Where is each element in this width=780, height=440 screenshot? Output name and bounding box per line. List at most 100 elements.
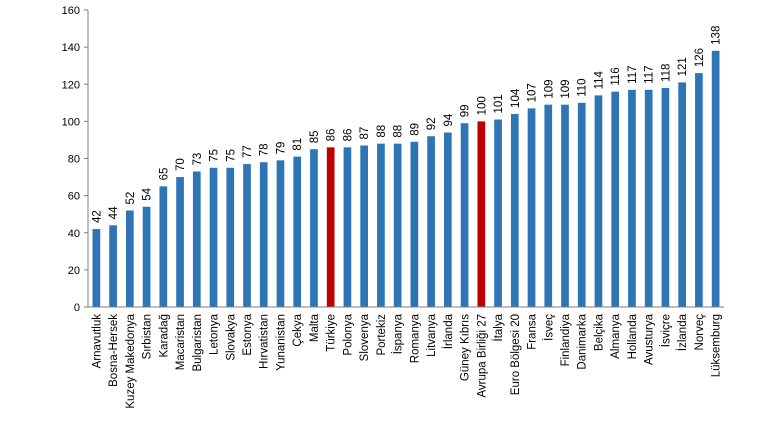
x-tick-label: Letonya xyxy=(209,313,221,355)
x-tick-label: Lüksemburg xyxy=(711,314,723,377)
bar xyxy=(326,147,335,307)
data-label: 88 xyxy=(376,125,388,138)
x-tick-label: Avusturya xyxy=(644,313,656,365)
x-tick-label: İrlanda xyxy=(442,313,455,349)
data-label: 99 xyxy=(460,104,472,117)
data-label: 118 xyxy=(660,64,672,82)
data-label: 77 xyxy=(242,145,254,158)
x-tick-label: Macaristan xyxy=(175,314,187,370)
bar xyxy=(494,119,502,308)
bar xyxy=(628,89,636,307)
bar xyxy=(577,102,586,307)
bar xyxy=(176,177,184,307)
x-tick-label: Belçika xyxy=(593,313,605,351)
x-tick-label: Fransa xyxy=(527,313,539,349)
x-tick-label: İsveç xyxy=(542,314,555,341)
bar xyxy=(443,132,452,307)
data-label: 85 xyxy=(309,130,321,143)
data-label: 107 xyxy=(527,83,539,102)
data-label: 100 xyxy=(476,96,488,115)
y-tick-label: 0 xyxy=(74,302,80,314)
x-tick-label: Hırvatistan xyxy=(259,314,271,369)
bar xyxy=(527,108,536,307)
bar xyxy=(343,147,352,307)
x-tick-label: Karadağ xyxy=(158,314,170,357)
x-tick-label: İzlanda xyxy=(676,313,689,351)
y-tick-label: 120 xyxy=(62,79,80,91)
bar xyxy=(477,121,486,308)
bar xyxy=(544,104,553,307)
data-label: 117 xyxy=(644,65,656,83)
bar xyxy=(243,164,251,307)
data-label: 110 xyxy=(577,78,589,96)
data-label: 88 xyxy=(393,125,405,138)
data-label: 138 xyxy=(711,26,723,45)
data-label: 94 xyxy=(443,113,455,126)
data-label: 65 xyxy=(158,168,170,181)
x-tick-label: Güney Kıbrıs xyxy=(460,314,472,381)
bar xyxy=(661,87,670,308)
data-label: 78 xyxy=(259,143,271,156)
y-tick-label: 60 xyxy=(68,191,80,203)
bar xyxy=(142,206,151,307)
x-tick-label: Almanya xyxy=(610,313,622,358)
bar xyxy=(695,73,703,307)
x-tick-label: Malta xyxy=(309,313,321,342)
bar xyxy=(644,89,653,307)
data-label: 92 xyxy=(426,117,438,130)
data-label: 87 xyxy=(359,127,371,140)
bar xyxy=(226,167,235,307)
x-tick-label: İspanya xyxy=(392,313,405,354)
y-tick-label: 100 xyxy=(62,116,80,128)
data-label: 70 xyxy=(175,158,187,171)
data-label: 114 xyxy=(593,70,605,89)
bar xyxy=(125,210,134,307)
bar xyxy=(427,136,435,307)
bar xyxy=(678,82,687,307)
data-label: 42 xyxy=(91,210,103,223)
x-tick-label: Hollanda xyxy=(627,313,639,359)
data-label: 109 xyxy=(560,79,572,98)
data-label: 117 xyxy=(627,65,639,83)
bar xyxy=(510,113,519,307)
bar xyxy=(711,50,720,308)
data-label: 121 xyxy=(677,57,689,76)
data-label: 126 xyxy=(694,48,706,67)
data-label: 116 xyxy=(610,67,622,85)
data-label: 81 xyxy=(292,138,304,151)
x-tick-label: Çekya xyxy=(292,313,304,346)
x-tick-label: Kuzey Makedonya xyxy=(125,313,137,408)
bar xyxy=(209,167,218,307)
bar xyxy=(377,143,385,307)
data-labels: 42 44 52 54 65 70 73 75 75 77 78 79 81 85 86 86 87 88 88 89… xyxy=(91,26,722,223)
x-tick-label: Romanya xyxy=(409,313,421,363)
bar xyxy=(259,162,268,307)
x-tick-label: İtalya xyxy=(492,313,505,341)
bar xyxy=(460,123,469,307)
y-tick-label: 160 xyxy=(62,5,80,17)
x-tick-label: Polonya xyxy=(342,313,354,355)
x-tick-label: Avrupa Birliği 27 xyxy=(476,314,488,398)
x-tick-label: Bosna-Hersek xyxy=(108,314,120,387)
bar xyxy=(561,104,569,307)
y-tick-label: 140 xyxy=(62,42,80,54)
x-tick-label: Türkiye xyxy=(326,314,338,352)
data-label: 104 xyxy=(510,88,522,108)
data-label: 73 xyxy=(192,153,204,166)
x-axis: Arnavutluk Bosna-Hersek Kuzey Makedonya Sır… xyxy=(88,306,724,409)
data-label: 52 xyxy=(125,192,137,205)
x-tick-label: Sırbistan xyxy=(142,314,154,359)
bar xyxy=(276,160,285,307)
bar xyxy=(360,145,369,307)
bar xyxy=(159,186,168,307)
data-label: 109 xyxy=(543,79,555,98)
x-tick-label: Euro Bölgesi 20 xyxy=(510,314,522,395)
y-axis: 0 20 40 60 80 100 120 140 160 xyxy=(62,5,89,314)
bars xyxy=(92,50,720,308)
x-tick-label: Slovakya xyxy=(225,313,237,360)
x-tick-label: Portekiz xyxy=(376,314,388,356)
x-tick-label: Danimarka xyxy=(577,313,589,369)
x-tick-label: İsviçre xyxy=(659,314,672,347)
data-label: 44 xyxy=(108,206,120,219)
